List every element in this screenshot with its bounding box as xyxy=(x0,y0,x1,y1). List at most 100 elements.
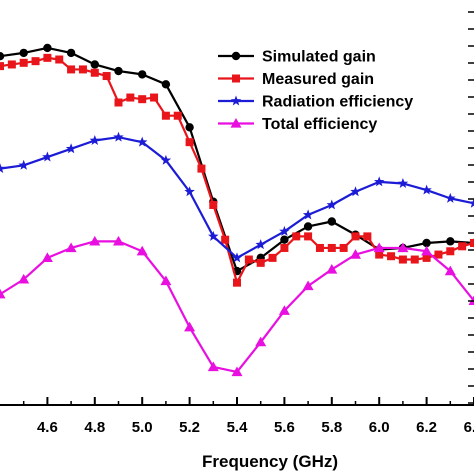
x-tick-label: 5.4 xyxy=(227,419,249,436)
simulated-gain-point xyxy=(327,217,336,226)
simulated-gain-point xyxy=(303,222,313,231)
simulated-gain-point xyxy=(446,237,455,246)
measured-gain-point xyxy=(244,255,253,264)
radiation-efficiency-point xyxy=(89,135,101,145)
radiation-efficiency-point xyxy=(113,131,124,142)
measured-gain-point xyxy=(304,232,313,241)
measured-gain-point xyxy=(67,65,76,74)
measured-gain-point xyxy=(0,62,4,71)
total-efficiency-point xyxy=(397,242,409,253)
legend-marker xyxy=(230,118,242,128)
legend-item-total-efficiency: Total efficiency xyxy=(218,116,377,133)
radiation-efficiency-point xyxy=(373,176,385,187)
total-efficiency-point xyxy=(65,242,77,253)
simulated-gain-point xyxy=(185,123,194,132)
radiation-efficiency-point xyxy=(350,186,361,197)
measured-gain-point xyxy=(280,243,289,252)
measured-gain-point xyxy=(114,98,123,107)
total-efficiency-point xyxy=(113,235,124,246)
measured-gain-point xyxy=(150,93,159,102)
measured-gain-point xyxy=(470,239,474,247)
radiation-efficiency-point xyxy=(18,159,29,170)
measured-gain-point xyxy=(102,72,111,81)
measured-gain-point xyxy=(292,232,301,241)
radiation-efficiency-point xyxy=(136,136,148,147)
x-tick-label: 5.8 xyxy=(321,419,342,436)
radiation-efficiency-line xyxy=(0,136,474,259)
x-tick-label: 4.6 xyxy=(37,419,58,436)
measured-gain-point xyxy=(315,243,324,252)
total-efficiency-point xyxy=(160,275,172,286)
radiation-efficiency-point xyxy=(231,252,243,263)
measured-gain-point xyxy=(268,253,277,262)
series-measured-gain xyxy=(0,53,474,287)
total-efficiency-point xyxy=(207,361,219,372)
measured-gain-point xyxy=(410,255,419,264)
total-efficiency-point xyxy=(468,295,474,305)
total-efficiency-point xyxy=(184,321,196,332)
radiation-efficiency-point xyxy=(42,151,53,162)
legend-marker xyxy=(232,74,240,83)
simulated-gain-point xyxy=(114,66,123,76)
legend-label: Simulated gain xyxy=(262,49,376,66)
simulated-gain-point xyxy=(66,48,76,58)
radiation-efficiency-point xyxy=(65,143,77,154)
legend-label: Total efficiency xyxy=(262,116,377,133)
measured-gain-point xyxy=(138,95,147,104)
total-efficiency-point xyxy=(350,249,361,259)
total-efficiency-point xyxy=(89,235,101,246)
x-tick-label: 6.0 xyxy=(369,419,390,436)
measured-gain-point xyxy=(458,242,467,251)
measured-gain-point xyxy=(363,232,372,241)
measured-gain-point xyxy=(19,58,28,67)
radiation-efficiency-point xyxy=(468,197,474,208)
measured-gain-point xyxy=(197,164,206,173)
radiation-efficiency-point xyxy=(279,225,290,236)
radiation-efficiency-point xyxy=(184,186,195,197)
total-efficiency-point xyxy=(444,265,456,276)
x-tick-label: 5.6 xyxy=(274,419,295,436)
simulated-gain-point xyxy=(0,52,5,61)
measured-gain-point xyxy=(233,278,241,287)
radiation-efficiency-point xyxy=(0,163,6,174)
x-tick-label: 5.0 xyxy=(132,419,153,436)
measured-gain-point xyxy=(209,200,218,209)
legend-marker xyxy=(230,95,242,106)
total-efficiency-point xyxy=(231,366,243,377)
series-total-efficiency xyxy=(0,235,474,377)
simulated-gain-point xyxy=(90,60,100,69)
measured-gain-point xyxy=(387,252,396,261)
total-efficiency-point xyxy=(421,245,433,256)
x-tick-label: 6.2 xyxy=(416,419,437,436)
measured-gain-point xyxy=(7,60,16,69)
measured-gain-point xyxy=(422,253,431,262)
x-tick-label: 4.8 xyxy=(84,419,105,436)
radiation-efficiency-point xyxy=(326,199,338,210)
radiation-efficiency-point xyxy=(445,192,456,203)
measured-gain-point xyxy=(398,255,407,264)
series-radiation-efficiency xyxy=(0,131,474,263)
measured-gain-point xyxy=(185,138,194,147)
legend-item-measured-gain: Measured gain xyxy=(218,71,374,88)
radiation-efficiency-point xyxy=(397,177,409,188)
legend-label: Radiation efficiency xyxy=(262,94,413,111)
measured-gain-point xyxy=(173,111,182,120)
legend-marker xyxy=(231,51,241,61)
measured-gain-point xyxy=(351,232,360,241)
measured-gain-point xyxy=(375,250,384,259)
measured-gain-point xyxy=(221,235,230,244)
total-efficiency-point xyxy=(278,305,290,315)
measured-gain-point xyxy=(126,93,135,102)
measured-gain-point xyxy=(78,65,87,74)
radiation-efficiency-point xyxy=(255,239,266,250)
measured-gain-point xyxy=(161,111,170,120)
measured-gain-point xyxy=(434,250,443,259)
total-efficiency-point xyxy=(373,242,385,253)
x-axis-title: Frequency (GHz) xyxy=(202,452,338,471)
simulated-gain-point xyxy=(280,235,289,244)
radiation-efficiency-point xyxy=(208,230,219,241)
total-efficiency-point xyxy=(41,252,53,263)
measured-gain-point xyxy=(446,247,455,256)
